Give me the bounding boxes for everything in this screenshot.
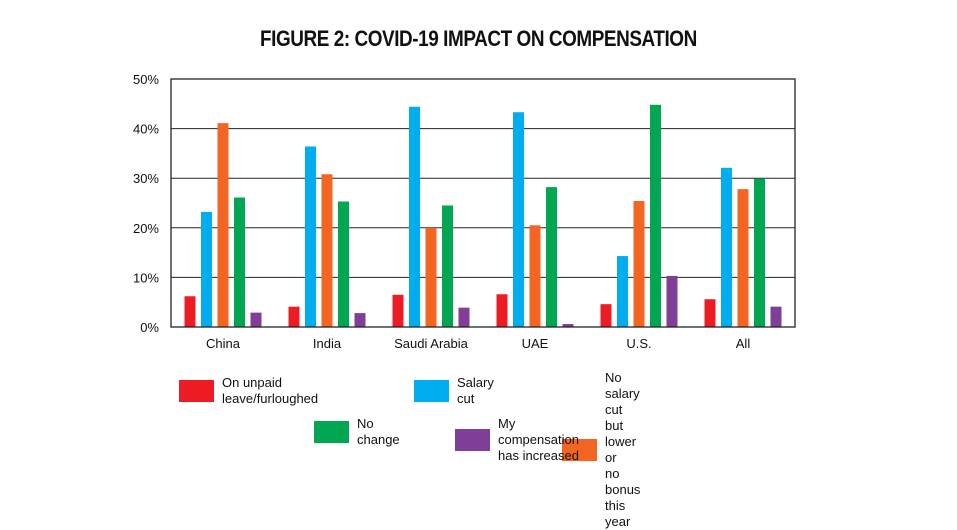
bar xyxy=(217,123,229,327)
bar xyxy=(305,146,316,327)
bar xyxy=(425,227,437,327)
bar xyxy=(754,178,765,327)
x-tick-labels: China India Saudi Arabia UAE U.S. All xyxy=(206,336,750,351)
bars xyxy=(184,104,782,328)
bar xyxy=(513,112,524,328)
bar xyxy=(234,197,245,327)
x-tick-label: Saudi Arabia xyxy=(394,336,468,351)
y-tick-label: 30% xyxy=(133,171,159,186)
legend-swatch-unpaid-leave xyxy=(179,380,214,402)
bar xyxy=(704,299,716,327)
x-tick-label: UAE xyxy=(522,336,549,351)
legend-item-increased: My compensation has increased xyxy=(455,416,579,464)
bar xyxy=(562,324,574,327)
legend-label-increased: My compensation has increased xyxy=(498,416,579,463)
bar xyxy=(770,306,782,327)
plot-frame xyxy=(170,78,796,328)
legend-label-lower-bonus-line1: No salary cut but lower or xyxy=(605,370,640,465)
bar xyxy=(600,304,612,327)
legend-swatch-salary-cut xyxy=(414,380,449,402)
legend-label-lower-bonus-line2: no bonus this year xyxy=(605,466,641,529)
bar xyxy=(321,174,333,327)
bar xyxy=(633,201,645,327)
bar-chart: 0% 10% 20% 30% 40% 50% China India Saudi Arabia… xyxy=(133,72,796,351)
y-tick-label: 20% xyxy=(133,221,159,236)
legend-swatch-lower-bonus xyxy=(562,439,597,461)
bar xyxy=(496,294,508,327)
y-tick-label: 40% xyxy=(133,122,159,137)
legend-item-unpaid-leave: On unpaid leave/furloughed xyxy=(179,375,318,407)
y-tick-label: 0% xyxy=(140,320,159,335)
y-tick-label: 10% xyxy=(133,270,159,285)
bar xyxy=(721,167,732,327)
bar xyxy=(650,104,661,328)
gridlines xyxy=(171,78,795,278)
legend-label-lower-bonus: No salary cut but lower or no bonus this… xyxy=(605,370,640,530)
bar xyxy=(338,201,349,327)
x-tick-label: All xyxy=(736,336,751,351)
x-tick-label: India xyxy=(313,336,342,351)
bar xyxy=(250,312,262,327)
bar xyxy=(409,106,420,327)
bar xyxy=(201,211,212,327)
legend-label-salary-cut: Salary cut xyxy=(457,375,494,406)
bar xyxy=(288,306,300,327)
bar xyxy=(354,313,366,327)
bar xyxy=(184,296,196,327)
legend-label-unpaid-leave: On unpaid leave/furloughed xyxy=(222,375,319,406)
bar xyxy=(392,294,404,327)
chart-title: FIGURE 2: COVID-19 IMPACT ON COMPENSATIO… xyxy=(260,26,697,51)
bar xyxy=(666,275,678,327)
y-tick-labels: 0% 10% 20% 30% 40% 50% xyxy=(133,72,159,335)
y-tick-label: 50% xyxy=(133,72,159,87)
legend-item-no-change: No change xyxy=(314,416,400,448)
bar xyxy=(458,307,470,327)
bar xyxy=(737,189,749,327)
legend-label-no-change: No change xyxy=(357,416,400,447)
legend-swatch-increased xyxy=(455,429,490,451)
legend-item-salary-cut: Salary cut xyxy=(414,375,494,407)
bar xyxy=(546,187,557,327)
axes xyxy=(170,78,796,328)
bar xyxy=(442,205,453,327)
legend-swatch-no-change xyxy=(314,421,349,443)
bar xyxy=(529,225,541,327)
x-tick-label: China xyxy=(206,336,241,351)
x-tick-label: U.S. xyxy=(626,336,651,351)
bar xyxy=(617,256,628,327)
